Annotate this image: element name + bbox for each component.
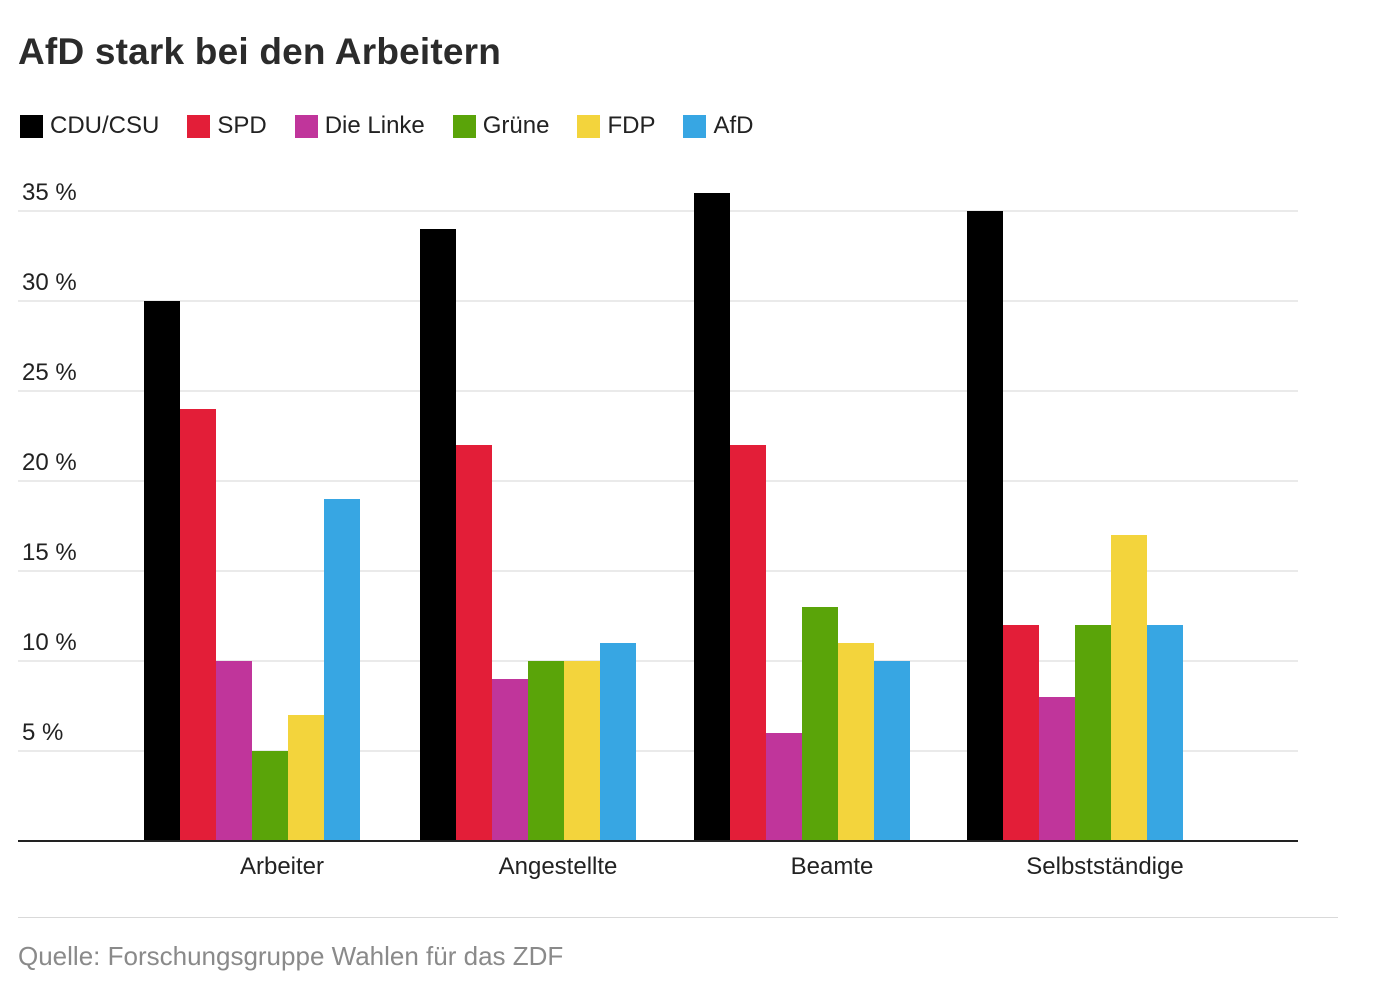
bar-arbeiter-fdp bbox=[288, 715, 324, 841]
chart-title: AfD stark bei den Arbeitern bbox=[18, 31, 502, 72]
legend: CDU/CSU SPD Die Linke Grüne FDP AfD bbox=[20, 110, 781, 142]
x-tick-label-selbststaendige: Selbstständige bbox=[1026, 853, 1183, 880]
y-tick-label-15: 15 % bbox=[22, 539, 77, 566]
x-tick-label-beamte: Beamte bbox=[791, 853, 874, 880]
legend-swatch-gruene bbox=[452, 114, 476, 138]
bar-selbststaendige-spd bbox=[1003, 625, 1039, 841]
legend-swatch-spd bbox=[187, 114, 211, 138]
bar-beamte-cdu-csu bbox=[694, 193, 730, 841]
bar-beamte-die-linke bbox=[766, 733, 802, 841]
legend-item-spd: SPD bbox=[187, 112, 267, 140]
bar-arbeiter-gruene bbox=[252, 751, 288, 841]
bar-beamte-gruene bbox=[802, 607, 838, 841]
legend-swatch-fdp bbox=[577, 114, 601, 138]
legend-label-cdu-csu: CDU/CSU bbox=[50, 112, 160, 139]
bars bbox=[144, 193, 1183, 841]
source-note: Quelle: Forschungsgruppe Wahlen für das … bbox=[18, 941, 564, 971]
bar-angestellte-afd bbox=[600, 643, 636, 841]
x-tick-label-arbeiter: Arbeiter bbox=[240, 853, 324, 880]
legend-swatch-cdu-csu bbox=[20, 114, 43, 138]
legend-item-cdu-csu: CDU/CSU bbox=[20, 112, 159, 140]
y-tick-label-30: 30 % bbox=[22, 269, 77, 296]
bar-selbststaendige-die-linke bbox=[1039, 697, 1075, 841]
legend-swatch-die-linke bbox=[294, 114, 318, 138]
legend-swatch-afd bbox=[683, 114, 707, 138]
bar-selbststaendige-gruene bbox=[1075, 625, 1111, 841]
bar-angestellte-gruene bbox=[528, 661, 564, 841]
y-tick-label-35: 35 % bbox=[22, 179, 77, 206]
bar-chart: 5 % 10 % 15 % 20 % 25 % 30 % 35 % Arbeiter Ange… bbox=[18, 179, 1298, 880]
bar-angestellte-spd bbox=[456, 445, 492, 841]
legend-item-fdp: FDP bbox=[577, 112, 655, 140]
bar-arbeiter-afd bbox=[324, 499, 360, 841]
bar-selbststaendige-cdu-csu bbox=[967, 211, 1003, 841]
bar-arbeiter-cdu-csu bbox=[144, 301, 180, 841]
legend-label-fdp: FDP bbox=[607, 112, 656, 139]
y-tick-label-10: 10 % bbox=[22, 629, 77, 656]
legend-label-afd: AfD bbox=[713, 112, 754, 139]
legend-item-gruene: Grüne bbox=[452, 112, 550, 140]
legend-label-die-linke: Die Linke bbox=[324, 112, 425, 139]
y-tick-label-25: 25 % bbox=[22, 359, 77, 386]
legend-label-spd: SPD bbox=[217, 112, 267, 139]
y-tick-label-20: 20 % bbox=[22, 449, 77, 476]
bar-beamte-afd bbox=[874, 661, 910, 841]
legend-item-afd: AfD bbox=[683, 112, 753, 140]
bar-angestellte-cdu-csu bbox=[420, 229, 456, 841]
bar-beamte-fdp bbox=[838, 643, 874, 841]
y-tick-label-5: 5 % bbox=[22, 719, 63, 746]
bar-arbeiter-spd bbox=[180, 409, 216, 841]
x-tick-label-angestellte: Angestellte bbox=[499, 853, 618, 880]
bar-angestellte-die-linke bbox=[492, 679, 528, 841]
bar-selbststaendige-fdp bbox=[1111, 535, 1147, 841]
bar-beamte-spd bbox=[730, 445, 766, 841]
legend-label-gruene: Grüne bbox=[482, 112, 550, 139]
bar-selbststaendige-afd bbox=[1147, 625, 1183, 841]
legend-item-die-linke: Die Linke bbox=[294, 112, 425, 140]
x-axis-category-labels: Arbeiter Angestellte Beamte Selbstständige bbox=[240, 853, 1184, 880]
footer-divider bbox=[18, 917, 1338, 918]
bar-arbeiter-die-linke bbox=[216, 661, 252, 841]
bar-angestellte-fdp bbox=[564, 661, 600, 841]
y-axis-tick-labels: 5 % 10 % 15 % 20 % 25 % 30 % 35 % bbox=[22, 179, 77, 746]
